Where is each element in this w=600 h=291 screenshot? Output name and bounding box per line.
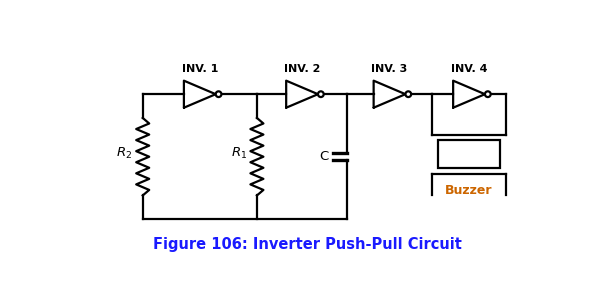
- Bar: [437, 141, 500, 168]
- Text: $R_{1}$: $R_{1}$: [230, 146, 247, 161]
- Text: Figure 106: Inverter Push-Pull Circuit: Figure 106: Inverter Push-Pull Circuit: [153, 237, 462, 252]
- Text: C: C: [319, 150, 328, 163]
- Circle shape: [485, 91, 491, 97]
- Text: INV. 1: INV. 1: [182, 64, 218, 74]
- Text: INV. 3: INV. 3: [371, 64, 407, 74]
- Circle shape: [318, 91, 324, 97]
- Text: INV. 4: INV. 4: [451, 64, 487, 74]
- Text: $R_{2}$: $R_{2}$: [116, 146, 133, 161]
- Circle shape: [406, 91, 411, 97]
- Text: Buzzer: Buzzer: [445, 184, 493, 197]
- Circle shape: [216, 91, 221, 97]
- Text: INV. 2: INV. 2: [284, 64, 320, 74]
